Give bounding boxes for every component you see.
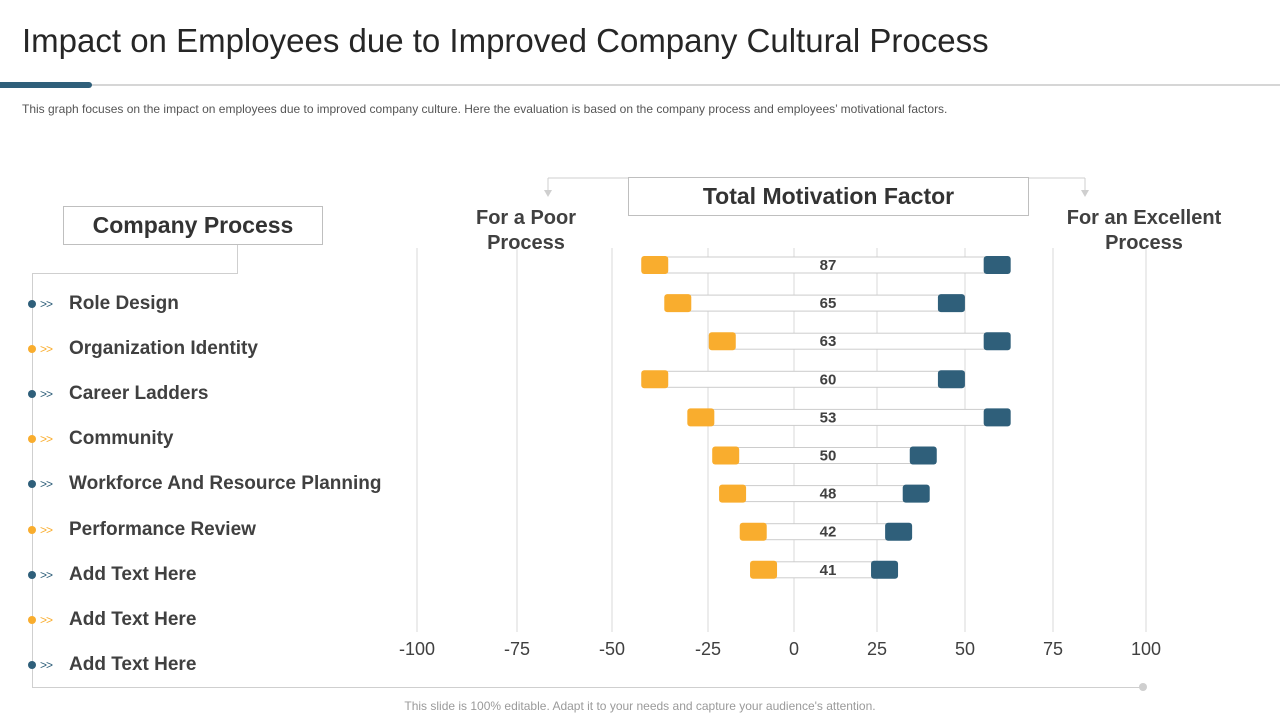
title-divider — [0, 84, 1280, 86]
slide-subtitle: This graph focuses on the impact on empl… — [22, 102, 948, 116]
total-value-label: 50 — [820, 448, 837, 465]
process-item-label: Workforce And Resource Planning — [69, 473, 382, 495]
process-connector-across — [32, 273, 238, 274]
bottom-connector-end-dot — [1139, 683, 1147, 691]
process-item-label: Add Text Here — [69, 654, 197, 676]
process-item-label: Career Ladders — [69, 382, 209, 404]
poor-marker — [687, 408, 715, 427]
x-tick-label: -75 — [504, 639, 530, 659]
process-item-label: Add Text Here — [69, 563, 197, 585]
arrow-down-icon — [1081, 190, 1089, 197]
excellent-marker — [983, 256, 1011, 274]
process-list-item: >> Add Text Here — [24, 643, 382, 688]
bullet-dot-icon — [28, 344, 36, 353]
x-tick-label: 75 — [1043, 639, 1063, 659]
excellent-marker — [909, 446, 937, 465]
company-process-heading: Company Process — [63, 206, 323, 245]
process-item-label: Role Design — [69, 292, 179, 314]
poor-marker — [641, 256, 669, 274]
total-value-label: 65 — [820, 295, 837, 312]
x-tick-label: -100 — [399, 639, 435, 659]
poor-marker — [664, 294, 692, 313]
x-tick-label: -25 — [695, 639, 721, 659]
excellent-marker — [937, 294, 965, 313]
process-list-item: >> Role Design — [24, 281, 382, 326]
excellent-marker — [983, 408, 1011, 427]
total-value-label: 42 — [820, 524, 837, 541]
bullet-dot-icon — [28, 570, 36, 579]
total-bar — [721, 332, 998, 350]
total-value-label: 63 — [820, 333, 837, 350]
poor-marker — [739, 522, 767, 541]
total-bar — [676, 294, 952, 312]
double-chevron-icon: >> — [40, 612, 53, 627]
double-chevron-icon: >> — [40, 341, 53, 356]
process-list-item: >> Organization Identity — [24, 326, 382, 371]
total-value-label: 48 — [820, 486, 837, 503]
company-process-list: >> Role Design >> Organization Identity >> Ca… — [24, 281, 382, 688]
excellent-process-heading: For an Excellent Process — [1066, 207, 1222, 254]
double-chevron-icon: >> — [40, 477, 53, 492]
process-item-label: Performance Review — [69, 518, 256, 540]
arrow-down-icon — [544, 190, 552, 197]
poor-marker — [641, 370, 669, 389]
process-connector-down — [237, 245, 238, 274]
excellent-marker — [937, 370, 965, 389]
excellent-marker — [871, 560, 899, 579]
process-item-label: Organization Identity — [69, 337, 258, 359]
poor-marker — [708, 332, 736, 351]
poor-marker — [719, 484, 747, 503]
process-list-item: >> Performance Review — [24, 507, 382, 552]
process-item-label: Add Text Here — [69, 608, 197, 630]
total-value-label: 53 — [820, 409, 837, 426]
footer-note: This slide is 100% editable. Adapt it to… — [404, 699, 876, 713]
excellent-marker — [885, 522, 913, 541]
bullet-dot-icon — [28, 480, 36, 489]
excellent-marker — [983, 332, 1011, 351]
process-list-item: >> Add Text Here — [24, 597, 382, 642]
double-chevron-icon: >> — [40, 567, 53, 582]
chart-title: Total Motivation Factor — [628, 177, 1029, 216]
x-tick-label: 0 — [789, 639, 799, 659]
poor-marker — [712, 446, 740, 465]
x-tick-label: 100 — [1131, 639, 1161, 659]
bullet-dot-icon — [28, 389, 36, 398]
x-tick-label: 50 — [955, 639, 975, 659]
process-list-item: >> Career Ladders — [24, 371, 382, 416]
x-tick-label: 25 — [867, 639, 887, 659]
slide-title: Impact on Employees due to Improved Comp… — [22, 22, 989, 59]
process-connector-vertical — [32, 273, 33, 687]
total-bar — [699, 408, 998, 426]
double-chevron-icon: >> — [40, 658, 53, 673]
poor-process-heading: For a Poor Process — [475, 207, 576, 254]
excellent-marker — [902, 484, 930, 503]
double-chevron-icon: >> — [40, 296, 53, 311]
bullet-dot-icon — [28, 299, 36, 308]
bullet-dot-icon — [28, 615, 36, 624]
title-accent-bar — [0, 82, 92, 88]
process-list-item: >> Community — [24, 417, 382, 462]
double-chevron-icon: >> — [40, 432, 53, 447]
bullet-dot-icon — [28, 435, 36, 444]
double-chevron-icon: >> — [40, 386, 53, 401]
bullet-dot-icon — [28, 661, 36, 670]
total-value-label: 87 — [820, 257, 837, 274]
bullet-dot-icon — [28, 525, 36, 534]
process-list-item: >> Add Text Here — [24, 552, 382, 597]
double-chevron-icon: >> — [40, 522, 53, 537]
total-bar — [653, 370, 952, 388]
total-value-label: 60 — [820, 371, 837, 388]
process-item-label: Community — [69, 428, 174, 450]
x-tick-label: -50 — [599, 639, 625, 659]
bottom-connector-line — [32, 687, 1143, 688]
total-value-label: 41 — [820, 562, 837, 579]
poor-marker — [750, 560, 778, 579]
process-list-item: >> Workforce And Resource Planning — [24, 462, 382, 507]
